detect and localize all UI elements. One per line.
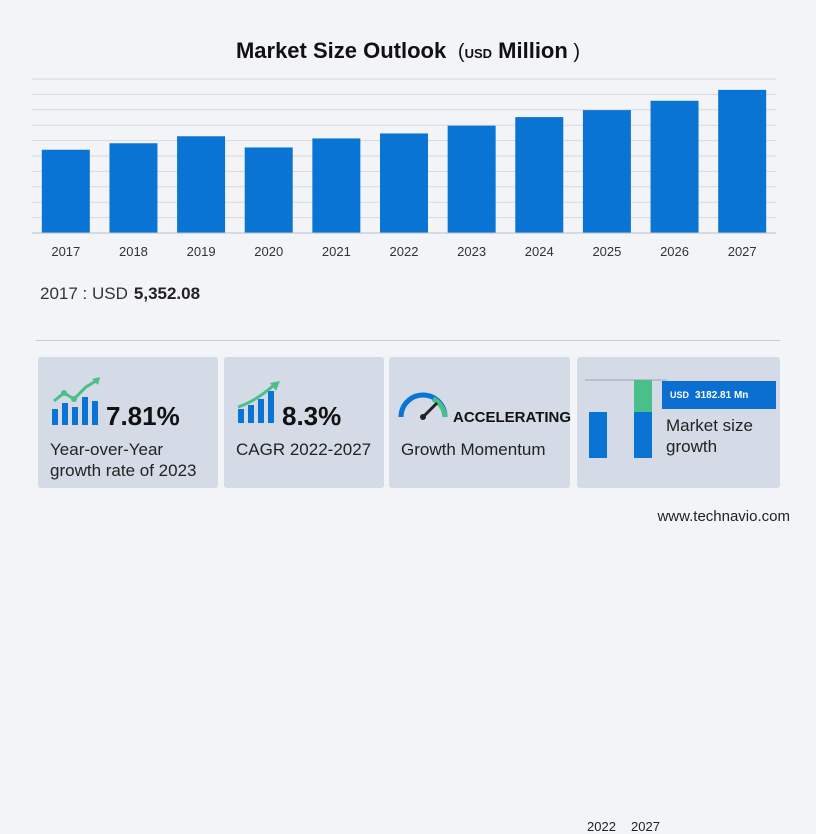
bar-2019 [177, 136, 226, 233]
yoy-card: 7.81% Year-over-Year growth rate of 2023 [38, 357, 218, 488]
yoy-description: Year-over-Year growth rate of 2023 [50, 439, 196, 481]
selected-year-prefix: 2017 : USD [40, 284, 128, 303]
cagr-description: CAGR 2022-2027 [236, 440, 372, 459]
bar-2023 [447, 125, 496, 233]
chart-title-text: Market Size Outlook [235, 38, 447, 63]
bar-trend-icon [237, 381, 280, 423]
cagr-card: 8.3% CAGR 2022-2027 [224, 357, 384, 488]
selected-year-value: 5,352.08 [133, 284, 201, 303]
section-divider [36, 340, 780, 341]
x-tick-2024: 2024 [525, 244, 554, 259]
momentum-card: ACCELERATING Growth Momentum [389, 357, 572, 488]
yoy-line2: growth rate of 2023 [50, 461, 197, 480]
unit-prefix: USD [464, 46, 493, 61]
chart-title: Market Size Outlook (USD Million ) [235, 38, 581, 63]
mini-bar-2027-growth [634, 380, 652, 412]
market-box-unit: USD [670, 390, 690, 400]
yoy-value: 7.81% [106, 401, 180, 431]
bar-2020 [244, 147, 293, 233]
x-tick-2019: 2019 [187, 244, 216, 259]
x-tick-2027: 2027 [728, 244, 757, 259]
bar-2018 [109, 143, 158, 233]
gauge-icon [398, 392, 448, 420]
bar-2021 [312, 138, 361, 233]
x-tick-2023: 2023 [457, 244, 486, 259]
x-tick-2020: 2020 [254, 244, 283, 259]
x-tick-2026: 2026 [660, 244, 689, 259]
bar-2024 [515, 117, 564, 233]
mini-bar-chart [585, 379, 667, 458]
selected-year-readout: 2017 : USD 5,352.08 [40, 284, 200, 304]
market-box-value: 3182.81 Mn [695, 390, 749, 401]
bar-2026 [650, 100, 699, 234]
momentum-value: ACCELERATING [453, 409, 572, 426]
market-size-card: 2022 2027 Market size growth [577, 357, 780, 834]
x-tick-2021: 2021 [322, 244, 351, 259]
cagr-value: 8.3% [282, 401, 342, 431]
market-line2: growth [666, 437, 718, 456]
unit-suffix: Million [498, 38, 568, 63]
market-size-description: Market size growth [666, 415, 753, 457]
bar-2022 [380, 133, 428, 233]
yoy-line1: Year-over-Year [50, 440, 164, 459]
mini-year-2022: 2022 [587, 819, 616, 834]
mini-bar-2022 [589, 412, 607, 458]
bar-growth-icon [52, 377, 100, 425]
x-tick-2017: 2017 [51, 244, 80, 259]
bar-2025 [582, 110, 631, 233]
market-size-value-box: USD 3182.81 Mn [662, 381, 776, 409]
x-tick-2022: 2022 [390, 244, 419, 259]
footer-url: www.technavio.com [657, 508, 790, 525]
mini-bar-2027-base [634, 412, 652, 458]
market-line1: Market size [666, 416, 753, 435]
x-tick-2018: 2018 [119, 244, 148, 259]
x-tick-2025: 2025 [592, 244, 621, 259]
mini-year-2027: 2027 [631, 819, 660, 834]
bar-2017 [41, 149, 90, 233]
bar-chart: 2017 2018 2019 2020 2021 2022 2023 2024 2025 2026… [32, 78, 776, 259]
bar-2027 [718, 89, 767, 233]
momentum-description: Growth Momentum [401, 440, 546, 459]
